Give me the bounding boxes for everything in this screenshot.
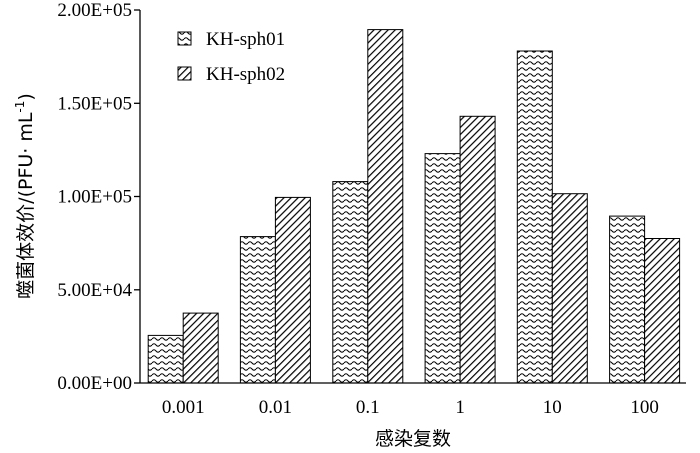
y-tick-label: 5.00E+04 — [57, 280, 132, 301]
bar-kh-sph01-0.01 — [239, 236, 276, 384]
y-axis-label-suffix: ) — [15, 93, 37, 100]
bar-kh-sph02-0.001 — [182, 312, 219, 384]
bar-kh-sph01-1 — [424, 153, 461, 384]
y-axis-label-superscript: -1 — [13, 101, 27, 113]
bar-kh-sph02-0.01 — [274, 196, 311, 384]
legend: KH-sph01 KH-sph02 — [177, 29, 285, 85]
x-tick-label: 100 — [630, 397, 659, 418]
y-axis-label-main: 噬菌体效价/(PFU· mL — [15, 112, 37, 299]
bar-kh-sph01-0.1 — [332, 181, 369, 384]
bar-kh-sph02-1 — [459, 115, 496, 384]
y-tick-label: 1.00E+05 — [57, 187, 132, 208]
bar-kh-sph01-10 — [516, 50, 553, 384]
y-tick-label: 2.00E+05 — [57, 0, 132, 21]
y-tick-label: 1.50E+05 — [57, 93, 132, 114]
bar-kh-sph02-100 — [644, 238, 681, 384]
bar-kh-sph02-0.1 — [367, 29, 404, 384]
bar-kh-sph01-100 — [609, 215, 646, 384]
x-tick-label: 0.001 — [162, 397, 205, 418]
bars-group — [147, 29, 681, 384]
y-tick-label: 0.00E+00 — [57, 373, 132, 394]
legend-label-kh-sph01: KH-sph01 — [206, 29, 285, 50]
legend-label-kh-sph02: KH-sph02 — [206, 64, 285, 85]
x-axis-ticks: 0.001 0.01 0.1 1 10 100 — [162, 397, 659, 418]
x-axis-label: 感染复数 — [375, 428, 451, 450]
bar-kh-sph01-0.001 — [147, 334, 184, 384]
bar-kh-sph02-10 — [551, 193, 588, 384]
legend-swatch-kh-sph01 — [177, 31, 192, 46]
x-tick-label: 1 — [455, 397, 465, 418]
x-tick-label: 10 — [543, 397, 562, 418]
y-axis-ticks: 0.00E+00 5.00E+04 1.00E+05 1.50E+05 2.00E+05 — [57, 0, 140, 394]
x-tick-label: 0.01 — [259, 397, 292, 418]
y-axis-label: 噬菌体效价/(PFU· mL-1) — [13, 93, 37, 299]
x-tick-label: 0.1 — [356, 397, 380, 418]
legend-swatch-kh-sph02 — [177, 66, 192, 81]
